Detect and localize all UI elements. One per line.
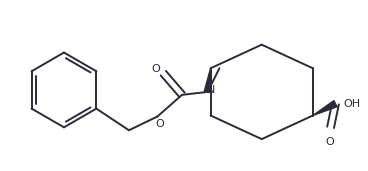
Text: OH: OH	[344, 99, 361, 109]
Polygon shape	[204, 68, 211, 92]
Text: O: O	[155, 119, 164, 129]
Polygon shape	[313, 101, 337, 115]
Text: N: N	[207, 85, 216, 95]
Text: O: O	[151, 64, 160, 74]
Text: O: O	[325, 137, 334, 147]
